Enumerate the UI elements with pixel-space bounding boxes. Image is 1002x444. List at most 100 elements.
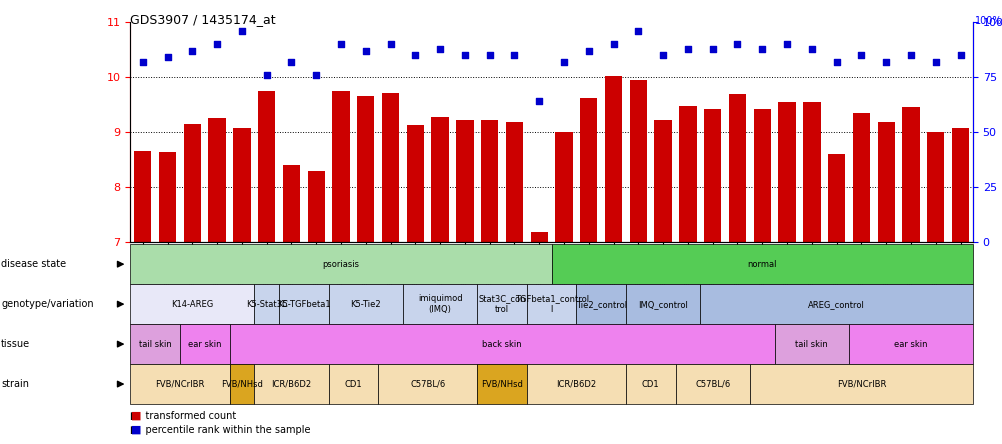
- Text: AREG_control: AREG_control: [808, 300, 864, 309]
- Bar: [456, 120, 473, 242]
- Point: [728, 41, 744, 48]
- Bar: [827, 154, 845, 242]
- Text: CD1: CD1: [345, 380, 362, 388]
- Point: [308, 71, 324, 79]
- Bar: [283, 165, 300, 242]
- Bar: [579, 98, 597, 242]
- Text: ear skin: ear skin: [187, 340, 221, 349]
- Text: psoriasis: psoriasis: [323, 260, 359, 269]
- Point: [580, 47, 596, 54]
- Point: [803, 45, 819, 52]
- Text: C57BL/6: C57BL/6: [410, 380, 445, 388]
- Text: disease state: disease state: [1, 259, 66, 269]
- Text: K5-TGFbeta1: K5-TGFbeta1: [277, 300, 331, 309]
- Text: TGFbeta1_control
l: TGFbeta1_control l: [514, 294, 588, 314]
- Point: [358, 47, 374, 54]
- Bar: [951, 128, 968, 242]
- Text: ear skin: ear skin: [894, 340, 927, 349]
- Text: FVB/NHsd: FVB/NHsd: [220, 380, 263, 388]
- Bar: [654, 120, 671, 242]
- Point: [134, 58, 150, 65]
- Bar: [357, 96, 374, 242]
- Text: Tie2_control: Tie2_control: [575, 300, 626, 309]
- Text: GDS3907 / 1435174_at: GDS3907 / 1435174_at: [130, 13, 276, 26]
- Text: ■: ■: [131, 425, 141, 435]
- Text: C57BL/6: C57BL/6: [694, 380, 729, 388]
- Point: [432, 45, 448, 52]
- Bar: [926, 132, 944, 242]
- Text: normal: normal: [746, 260, 777, 269]
- Bar: [778, 102, 795, 242]
- Text: ■  percentile rank within the sample: ■ percentile rank within the sample: [130, 425, 311, 435]
- Point: [853, 52, 869, 59]
- Text: 100%: 100%: [974, 16, 1001, 26]
- Bar: [233, 128, 250, 242]
- Text: FVB/NCrIBR: FVB/NCrIBR: [836, 380, 885, 388]
- Text: ICR/B6D2: ICR/B6D2: [556, 380, 596, 388]
- Point: [531, 98, 547, 105]
- Bar: [431, 117, 448, 242]
- Text: tissue: tissue: [1, 339, 30, 349]
- Point: [184, 47, 200, 54]
- Bar: [481, 120, 498, 242]
- Bar: [703, 109, 720, 242]
- Bar: [505, 122, 523, 242]
- Point: [654, 52, 670, 59]
- Point: [952, 52, 968, 59]
- Point: [927, 58, 943, 65]
- Point: [704, 45, 720, 52]
- Bar: [555, 132, 572, 242]
- Point: [407, 52, 423, 59]
- Bar: [753, 109, 771, 242]
- Bar: [382, 92, 399, 242]
- Bar: [678, 106, 696, 242]
- Bar: [604, 76, 621, 242]
- Bar: [728, 94, 745, 242]
- Point: [457, 52, 473, 59]
- Bar: [530, 232, 547, 242]
- Text: ICR/B6D2: ICR/B6D2: [272, 380, 312, 388]
- Bar: [803, 102, 820, 242]
- Bar: [902, 107, 919, 242]
- Point: [754, 45, 770, 52]
- Point: [828, 58, 844, 65]
- Text: K5-Tie2: K5-Tie2: [350, 300, 381, 309]
- Point: [555, 58, 571, 65]
- Point: [333, 41, 349, 48]
- Text: imiquimod
(IMQ): imiquimod (IMQ): [418, 294, 462, 314]
- Point: [629, 28, 645, 35]
- Point: [481, 52, 497, 59]
- Text: Stat3C_con
trol: Stat3C_con trol: [478, 294, 525, 314]
- Point: [233, 28, 249, 35]
- Text: IMQ_control: IMQ_control: [637, 300, 687, 309]
- Bar: [308, 170, 325, 242]
- Text: tail skin: tail skin: [795, 340, 828, 349]
- Text: CD1: CD1: [641, 380, 659, 388]
- Text: ■: ■: [131, 411, 141, 421]
- Text: back skin: back skin: [482, 340, 521, 349]
- Bar: [134, 151, 151, 242]
- Point: [605, 41, 621, 48]
- Bar: [158, 152, 176, 242]
- Text: genotype/variation: genotype/variation: [1, 299, 93, 309]
- Point: [779, 41, 795, 48]
- Bar: [877, 122, 894, 242]
- Text: K14-AREG: K14-AREG: [171, 300, 213, 309]
- Bar: [258, 91, 276, 242]
- Text: ■  transformed count: ■ transformed count: [130, 411, 236, 421]
- Point: [878, 58, 894, 65]
- Point: [284, 58, 300, 65]
- Point: [382, 41, 398, 48]
- Point: [259, 71, 275, 79]
- Point: [679, 45, 695, 52]
- Text: tail skin: tail skin: [138, 340, 171, 349]
- Text: strain: strain: [1, 379, 29, 389]
- Text: FVB/NCrIBR: FVB/NCrIBR: [155, 380, 204, 388]
- Text: K5-Stat3C: K5-Stat3C: [245, 300, 288, 309]
- Bar: [332, 91, 350, 242]
- Point: [208, 41, 224, 48]
- Point: [506, 52, 522, 59]
- Bar: [208, 119, 225, 242]
- Text: FVB/NHsd: FVB/NHsd: [481, 380, 522, 388]
- Point: [159, 54, 175, 61]
